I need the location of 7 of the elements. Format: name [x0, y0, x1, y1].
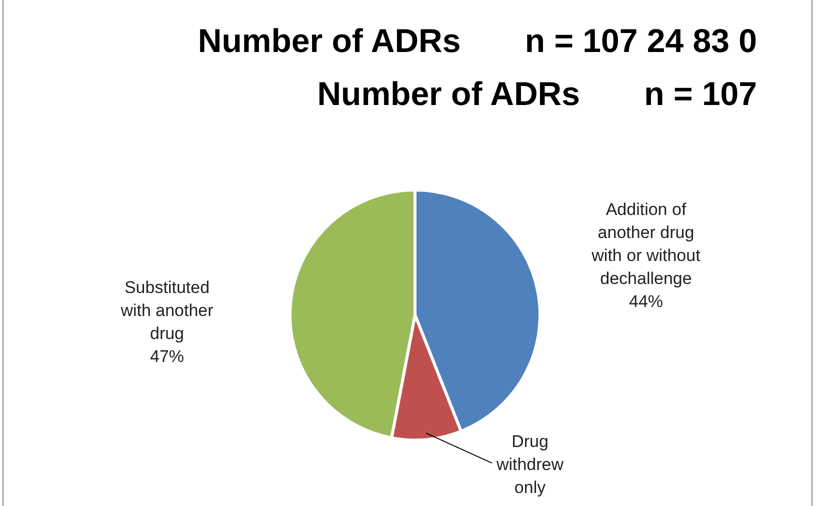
slice-label: Substituted with another drug [120, 278, 214, 343]
slice-label: Drug withdrew only [495, 432, 564, 497]
slice-label: Addition of another drug with or without dechallenge [590, 200, 701, 288]
chart-title: Number of ADRs n = 107 24 83 0 [198, 22, 757, 59]
chart-subtitle: Number of ADRs n = 107 [317, 75, 757, 112]
data-label: 47% [150, 347, 184, 366]
data-label: 44% [628, 292, 664, 311]
